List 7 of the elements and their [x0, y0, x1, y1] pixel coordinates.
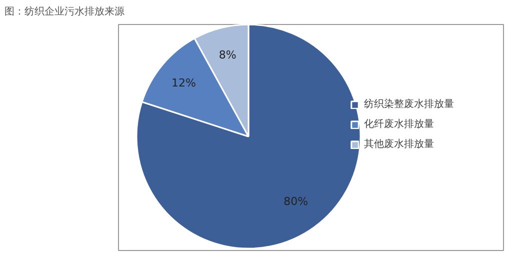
- legend-label: 其他废水排放量: [364, 138, 434, 151]
- data-label: 80%: [284, 195, 308, 208]
- legend-label: 纺织染整废水排放量: [364, 98, 454, 111]
- data-label: 8%: [218, 48, 236, 62]
- chart-title: 图：纺织企业污水排放来源: [4, 6, 124, 18]
- legend-label: 化纤废水排放量: [364, 118, 434, 131]
- data-label: 12%: [172, 76, 196, 90]
